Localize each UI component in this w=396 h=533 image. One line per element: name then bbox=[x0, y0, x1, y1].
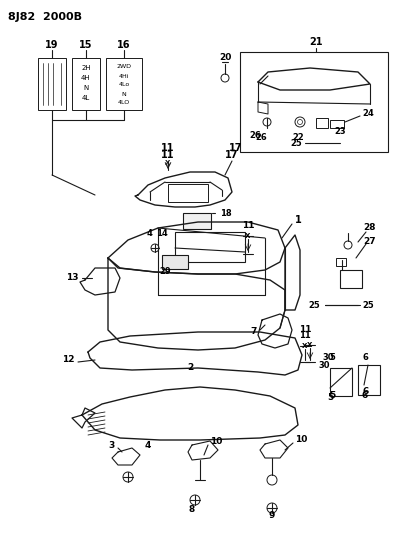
Bar bbox=[336, 258, 346, 266]
Text: 19: 19 bbox=[45, 40, 59, 50]
Text: 8: 8 bbox=[189, 505, 195, 514]
Text: 8J82  2000B: 8J82 2000B bbox=[8, 12, 82, 22]
Text: 1: 1 bbox=[295, 215, 301, 225]
Text: 10: 10 bbox=[210, 438, 223, 447]
Text: 15: 15 bbox=[79, 40, 93, 50]
Bar bbox=[72, 58, 100, 110]
Text: 13: 13 bbox=[66, 273, 78, 282]
Text: X: X bbox=[165, 160, 171, 166]
Text: 4: 4 bbox=[145, 440, 151, 449]
Text: 4: 4 bbox=[147, 229, 153, 238]
Text: N: N bbox=[122, 92, 126, 96]
Text: 3: 3 bbox=[109, 440, 115, 449]
Text: 26: 26 bbox=[255, 133, 267, 142]
Bar bbox=[340, 270, 362, 288]
Text: 25: 25 bbox=[290, 139, 302, 148]
Text: 4Lo: 4Lo bbox=[118, 83, 129, 87]
Text: 5: 5 bbox=[327, 393, 333, 402]
Bar bbox=[106, 58, 142, 110]
Text: 4LO: 4LO bbox=[118, 101, 130, 106]
Text: 2: 2 bbox=[187, 364, 193, 373]
Text: 2H: 2H bbox=[81, 65, 91, 71]
Text: 25: 25 bbox=[308, 301, 320, 310]
Text: 20: 20 bbox=[219, 52, 231, 61]
Text: 5: 5 bbox=[329, 353, 335, 362]
Text: 21: 21 bbox=[309, 37, 323, 47]
Text: 14: 14 bbox=[156, 229, 168, 238]
Text: 2WD: 2WD bbox=[116, 64, 131, 69]
Text: 7: 7 bbox=[251, 327, 257, 336]
Text: 22: 22 bbox=[292, 133, 304, 142]
Text: 27: 27 bbox=[364, 238, 376, 246]
Text: 6: 6 bbox=[362, 353, 368, 362]
Bar bbox=[330, 120, 344, 128]
Bar bbox=[168, 184, 208, 202]
Text: 4H: 4H bbox=[81, 75, 91, 81]
Bar bbox=[358, 365, 380, 395]
Bar bbox=[175, 232, 245, 262]
Bar bbox=[240, 52, 388, 152]
Text: 5: 5 bbox=[329, 391, 335, 400]
Text: 6: 6 bbox=[362, 391, 368, 400]
Text: 9: 9 bbox=[269, 512, 275, 521]
Text: 25: 25 bbox=[362, 301, 374, 310]
Text: 30: 30 bbox=[322, 353, 334, 362]
Text: 17: 17 bbox=[229, 143, 243, 153]
Text: 28: 28 bbox=[364, 223, 376, 232]
Text: 24: 24 bbox=[362, 109, 374, 117]
Text: 11: 11 bbox=[242, 221, 254, 230]
Text: 29: 29 bbox=[159, 268, 171, 277]
Text: 11: 11 bbox=[299, 330, 311, 340]
Text: 6: 6 bbox=[363, 387, 369, 397]
Text: 17: 17 bbox=[225, 150, 239, 160]
Bar bbox=[162, 255, 188, 269]
Text: X: X bbox=[307, 342, 313, 348]
Bar bbox=[38, 58, 66, 110]
Bar bbox=[316, 118, 328, 128]
Text: 23: 23 bbox=[334, 126, 346, 135]
Text: X: X bbox=[245, 233, 251, 239]
Bar bbox=[330, 368, 352, 396]
Text: 4Hi: 4Hi bbox=[119, 74, 129, 78]
Text: 4L: 4L bbox=[82, 95, 90, 101]
Text: 16: 16 bbox=[117, 40, 131, 50]
Text: 11: 11 bbox=[161, 143, 175, 153]
Text: 11: 11 bbox=[161, 150, 175, 160]
Text: 12: 12 bbox=[62, 356, 74, 365]
Text: 10: 10 bbox=[295, 435, 307, 445]
Bar bbox=[183, 213, 211, 229]
Text: N: N bbox=[84, 85, 89, 91]
Text: 18: 18 bbox=[220, 208, 232, 217]
Text: 11: 11 bbox=[299, 326, 311, 335]
Text: 30: 30 bbox=[318, 360, 329, 369]
Text: 26: 26 bbox=[249, 132, 261, 141]
Text: X: X bbox=[302, 343, 308, 349]
